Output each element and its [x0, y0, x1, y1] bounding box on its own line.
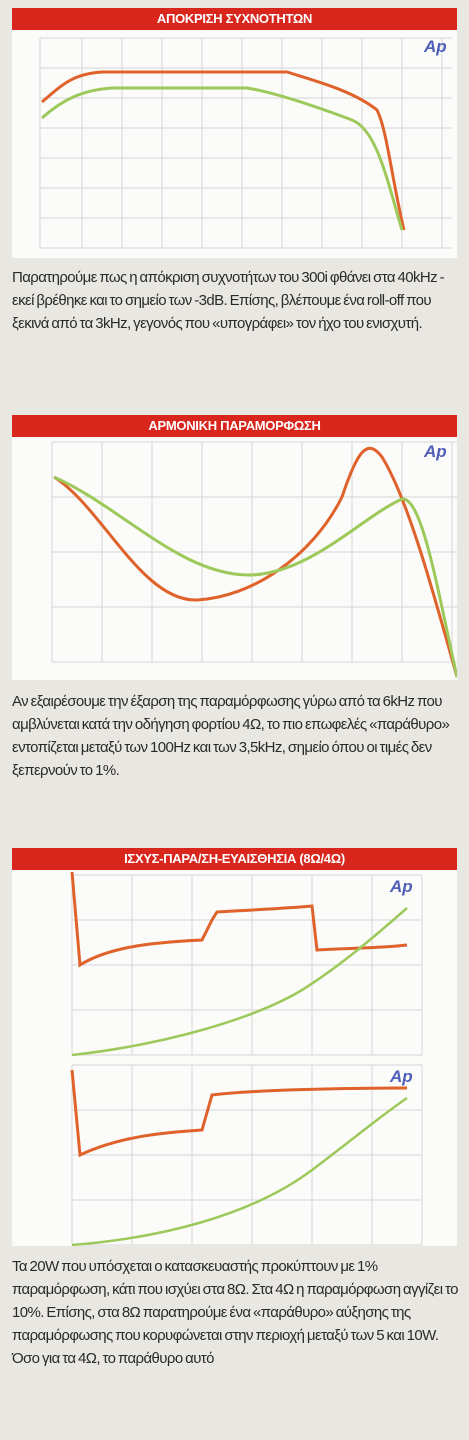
caption: Αν εξαιρέσουμε την έξαρση της παραμόρφωσ…	[12, 693, 450, 779]
graph: Ap	[12, 30, 457, 258]
curve-thd-8ohm	[70, 871, 408, 968]
panel-title: ΙΣΧΥΣ-ΠΑΡΑ/ΣΗ-ΕΥΑΙΣΘΗΣΙΑ (8Ω/4Ω)	[12, 848, 457, 870]
ap-logo: Ap	[423, 442, 447, 461]
ap-logo: Ap	[423, 37, 447, 56]
caption: Τα 20W που υπόσχεται ο κατασκευαστής προ…	[12, 1258, 458, 1367]
panel-title: ΑΠΟΚΡΙΣΗ ΣΥΧΝΟΤΗΤΩΝ	[12, 8, 457, 30]
graph: Ap	[12, 437, 457, 680]
ap-logo: Ap	[389, 1067, 413, 1086]
curve-4ohm	[40, 86, 404, 231]
panel-title: ΑΡΜΟΝΙΚΗ ΠΑΡΑΜΟΡΦΩΣΗ	[12, 415, 457, 437]
grid	[39, 37, 452, 249]
curve-thd-4ohm	[70, 1069, 408, 1158]
caption: Παρατηρούμε πως η απόκριση συχνοτήτων το…	[12, 269, 445, 332]
curve-8ohm	[41, 70, 406, 231]
curve-4ohm	[53, 475, 457, 678]
grid	[71, 874, 423, 1246]
graph: Ap Ap	[12, 870, 457, 1246]
grid	[51, 441, 457, 663]
curve-power-8ohm	[71, 907, 408, 1057]
ap-logo: Ap	[389, 877, 413, 896]
curve-power-4ohm	[71, 1096, 408, 1246]
curve-8ohm	[53, 446, 457, 678]
